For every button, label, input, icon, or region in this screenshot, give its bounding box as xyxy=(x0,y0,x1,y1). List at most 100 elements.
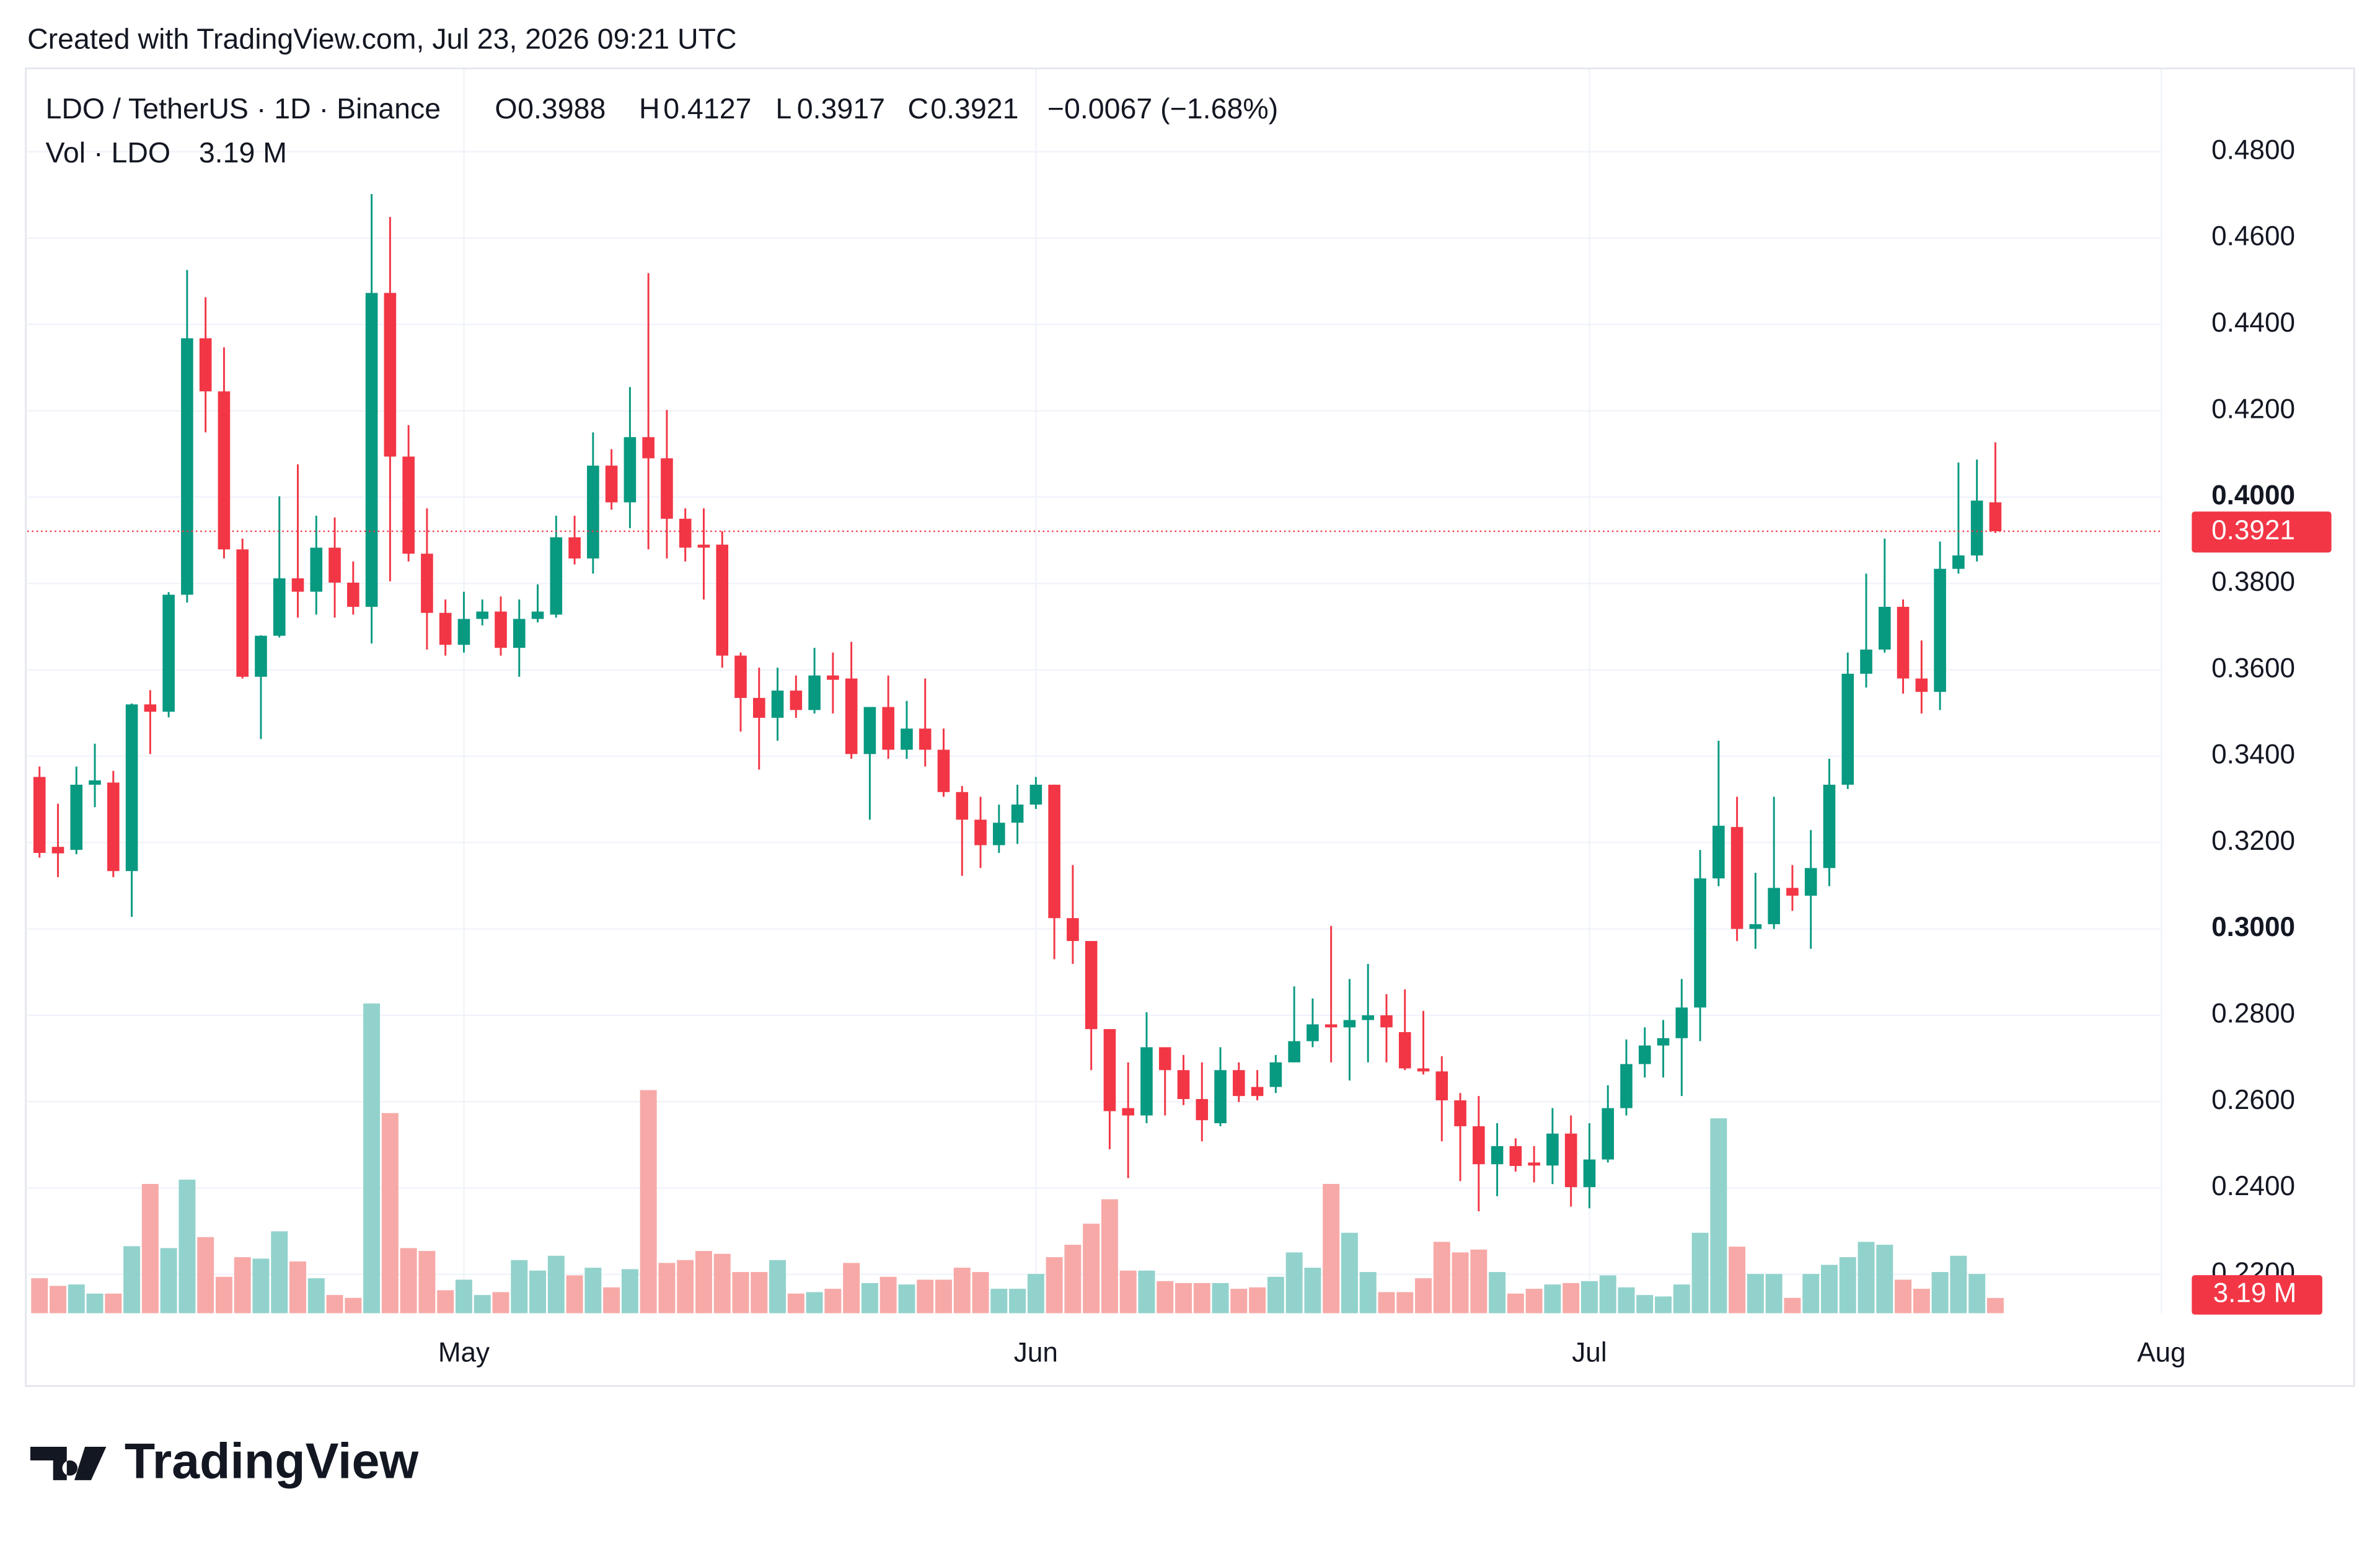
volume-bar xyxy=(787,1293,804,1314)
candle-body xyxy=(1380,1015,1393,1028)
candle-body xyxy=(255,635,267,677)
volume-bar xyxy=(1655,1296,1672,1314)
candle-body xyxy=(384,293,397,457)
x-tick-label: Aug xyxy=(2137,1337,2185,1367)
volume-bar xyxy=(898,1284,915,1314)
candle-body xyxy=(457,619,470,645)
candle-body xyxy=(1214,1070,1227,1124)
candle-body xyxy=(1823,784,1836,868)
volume-bar xyxy=(732,1272,749,1314)
candle-body xyxy=(1417,1068,1430,1072)
candle-body xyxy=(1158,1047,1171,1071)
volume-bar xyxy=(1230,1289,1248,1314)
frame xyxy=(25,68,2355,1387)
grid xyxy=(27,68,2162,1314)
y-tick-label: 0.2800 xyxy=(2211,999,2295,1029)
candle-body xyxy=(1675,1007,1688,1038)
candle-body xyxy=(956,792,969,820)
candle-body xyxy=(587,466,599,559)
y-tick-label: 0.2400 xyxy=(2211,1171,2295,1201)
candle-body xyxy=(1897,606,1910,679)
volume-bar xyxy=(1415,1278,1432,1314)
volume-bar xyxy=(1009,1289,1026,1314)
candle-body xyxy=(33,777,46,853)
y-tick-label: 0.4200 xyxy=(2211,394,2295,424)
candle-body xyxy=(1620,1064,1633,1108)
volume-bar xyxy=(1323,1183,1340,1314)
volume-bar xyxy=(1285,1252,1303,1314)
y-tick-label: 0.4000 xyxy=(2211,480,2295,511)
volume-bar xyxy=(178,1180,196,1314)
volume-bar xyxy=(1046,1257,1063,1314)
volume-bar xyxy=(1138,1270,1155,1314)
candle-body xyxy=(1103,1029,1116,1111)
volume-bar xyxy=(1710,1118,1727,1314)
volume-bar xyxy=(843,1263,860,1314)
volume-bar xyxy=(1968,1274,1986,1314)
y-tick-label: 0.3000 xyxy=(2211,912,2295,942)
volume-bar xyxy=(215,1276,232,1314)
last-price-label: 0.3921 xyxy=(2211,515,2295,545)
volume-bar xyxy=(1083,1224,1100,1314)
candle-body xyxy=(1952,555,1965,569)
candle-body xyxy=(1067,918,1079,942)
volume-bar xyxy=(1157,1281,1174,1314)
volume-value: 3.19 M xyxy=(199,136,287,169)
candle-body xyxy=(495,611,507,648)
candle-body xyxy=(901,728,913,750)
candle-body xyxy=(1288,1041,1300,1062)
volume-bar xyxy=(1212,1283,1229,1314)
volume-bar xyxy=(1839,1257,1856,1314)
candle-body xyxy=(1804,868,1817,896)
chart-title: LDO / TetherUS · 1D · Binance xyxy=(45,92,441,125)
volume-bar xyxy=(1544,1284,1561,1314)
candle-body xyxy=(1564,1133,1577,1188)
volume-bar xyxy=(511,1260,528,1314)
candle-body xyxy=(974,819,987,846)
volume-bar xyxy=(363,1003,381,1314)
volume-bar xyxy=(1858,1242,1875,1314)
volume-bar xyxy=(953,1268,971,1314)
volume-bar xyxy=(566,1275,583,1314)
volume-bar xyxy=(492,1292,509,1314)
candle-body xyxy=(1362,1015,1375,1020)
last-price-box xyxy=(2192,511,2332,553)
volume-bar xyxy=(437,1290,454,1314)
axes: 0.22000.24000.26000.28000.30000.32000.34… xyxy=(438,135,2332,1367)
ohlc-label: H xyxy=(639,92,660,125)
candle-body xyxy=(273,578,286,636)
volume-bar xyxy=(1913,1289,1930,1314)
ohlc-label: L xyxy=(775,92,791,125)
candle-body xyxy=(1657,1038,1670,1046)
volume-bar xyxy=(1525,1289,1543,1314)
candle-body xyxy=(771,691,784,718)
volume-bar xyxy=(547,1255,565,1314)
candle-body xyxy=(752,697,765,718)
y-tick-label: 0.3400 xyxy=(2211,740,2295,770)
volume-bar xyxy=(990,1289,1008,1314)
candle-body xyxy=(661,458,673,519)
candle-body xyxy=(1048,784,1060,919)
volume-bar xyxy=(197,1237,214,1314)
candle-body xyxy=(1177,1070,1190,1100)
ohlc-label: C xyxy=(907,92,928,125)
candle-body xyxy=(937,749,950,792)
candle-body xyxy=(1749,924,1762,929)
ohlc-value: 0.3988 xyxy=(518,92,606,125)
volume-bar xyxy=(824,1289,842,1314)
candle-body xyxy=(1970,500,1983,556)
candle-body xyxy=(89,780,101,785)
candle-pane xyxy=(27,194,2162,1212)
candle-body xyxy=(476,611,489,619)
volume-bar xyxy=(1802,1274,1820,1314)
volume-bar xyxy=(1396,1292,1414,1314)
volume-bar xyxy=(584,1268,602,1314)
candle-body xyxy=(734,655,747,698)
volume-bar xyxy=(252,1258,270,1314)
volume-bar xyxy=(677,1260,694,1314)
volume-label-box xyxy=(2192,1275,2322,1315)
volume-bar xyxy=(1895,1279,1912,1314)
candle-body xyxy=(1509,1146,1522,1166)
candle-body xyxy=(605,466,618,503)
